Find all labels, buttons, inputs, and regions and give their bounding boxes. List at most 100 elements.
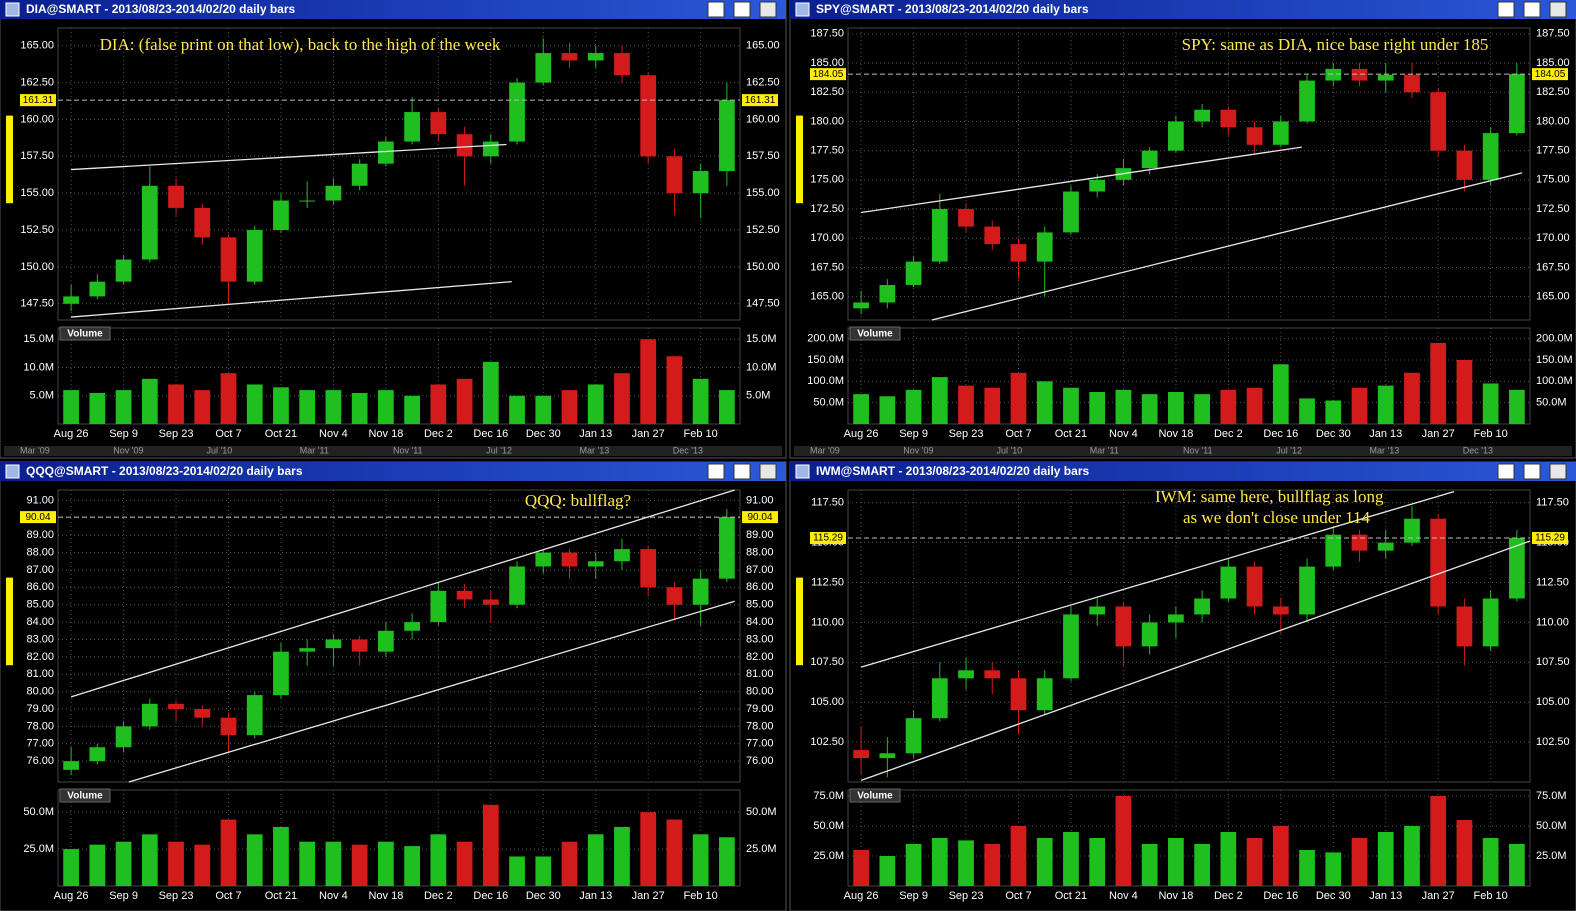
price-pane — [57, 489, 741, 783]
last-price-label: 90.04 — [25, 512, 50, 523]
x-tick-label: Sep 23 — [159, 890, 194, 902]
volume-bar — [853, 850, 869, 886]
candle-body — [404, 622, 420, 631]
candle-body — [456, 134, 473, 157]
volume-bar — [246, 384, 263, 424]
volume-bar — [194, 844, 211, 886]
last-price-tag — [810, 68, 846, 81]
navigator-label: Nov '09 — [113, 445, 143, 455]
volume-bar — [194, 390, 211, 424]
candle-body — [879, 753, 896, 759]
y-tick-label: 76.00 — [26, 755, 54, 767]
volume-bar — [141, 378, 158, 424]
y-tick-label: 79.00 — [26, 703, 54, 715]
trendline — [128, 600, 735, 783]
volume-tick-label: 25.0M — [1536, 850, 1567, 862]
candle-body — [1430, 92, 1447, 151]
volume-tick-label: 50.0M — [746, 806, 777, 818]
x-tick-label: Dec 2 — [1214, 428, 1243, 440]
x-tick-label: Aug 26 — [844, 890, 879, 902]
minimize-button[interactable] — [707, 1, 725, 18]
navigator[interactable] — [4, 446, 782, 456]
close-button[interactable] — [1549, 1, 1567, 18]
last-price-tag — [1532, 68, 1568, 81]
volume-bar — [640, 339, 657, 424]
minimize-button[interactable] — [707, 463, 725, 480]
maximize-button[interactable] — [1523, 463, 1541, 480]
candle-body — [1220, 566, 1237, 599]
x-tick-label: Feb 10 — [1474, 428, 1508, 440]
minimize-button[interactable] — [1497, 1, 1515, 18]
volume-bar — [984, 387, 1001, 424]
last-price-tag — [20, 511, 56, 524]
annotation: QQQ: bullflag? — [525, 491, 631, 510]
y-tick-label: 78.00 — [746, 720, 774, 732]
volume-bar — [273, 826, 289, 886]
volume-bar — [1220, 389, 1237, 424]
navigator-label: Mar '13 — [580, 445, 610, 455]
navigator[interactable] — [794, 446, 1572, 456]
y-tick-label: 85.00 — [746, 599, 774, 611]
last-price-label: 115.29 — [813, 533, 843, 544]
candle-body — [958, 209, 974, 227]
y-tick-label: 83.00 — [26, 633, 54, 645]
volume-tick-label: 5.0M — [746, 390, 770, 402]
last-price-label: 184.05 — [813, 69, 844, 80]
maximize-button[interactable] — [1523, 1, 1541, 18]
x-tick-label: Aug 26 — [54, 428, 89, 440]
x-tick-label: Aug 26 — [844, 428, 879, 440]
candle-body — [1141, 150, 1158, 169]
chart-window: IWM@SMART - 2013/08/23-2014/02/20 daily … — [789, 461, 1576, 911]
volume-bar — [1351, 387, 1368, 424]
volume-bar — [1220, 832, 1237, 886]
volume-bar — [1246, 387, 1263, 424]
price-pane — [57, 27, 741, 321]
volume-bar — [273, 387, 289, 424]
y-tick-label: 165.00 — [1536, 291, 1570, 303]
candle-body — [640, 549, 657, 588]
x-tick-label: Oct 7 — [1005, 428, 1031, 440]
volume-bar — [351, 392, 368, 424]
candle-body — [1430, 518, 1447, 607]
x-tick-label: Sep 23 — [949, 890, 984, 902]
y-tick-label: 185.00 — [1536, 57, 1570, 69]
last-price-label: 161.31 — [745, 95, 776, 106]
close-button[interactable] — [1549, 463, 1567, 480]
volume-bar — [1141, 394, 1158, 424]
x-tick-label: Dec 30 — [1316, 428, 1351, 440]
candle-body — [1115, 606, 1132, 647]
volume-bar — [1430, 342, 1447, 424]
maximize-button[interactable] — [733, 1, 751, 18]
close-button[interactable] — [759, 463, 777, 480]
volume-bar — [1168, 392, 1184, 424]
minimize-button[interactable] — [1497, 463, 1515, 480]
trendline — [860, 540, 1531, 782]
y-tick-label: 105.00 — [1536, 696, 1570, 708]
x-tick-label: Feb 10 — [684, 428, 718, 440]
volume-bar — [692, 378, 709, 424]
candle-body — [853, 750, 869, 759]
price-scale-handle — [6, 115, 13, 204]
volume-bar — [1168, 838, 1184, 886]
candle-body — [1351, 534, 1368, 551]
x-tick-label: Nov 18 — [1158, 890, 1193, 902]
candle-body — [168, 185, 184, 208]
y-tick-label: 80.00 — [746, 686, 774, 698]
maximize-button[interactable] — [733, 463, 751, 480]
y-tick-label: 160.00 — [746, 113, 780, 125]
window-title: DIA@SMART - 2013/08/23-2014/02/20 daily … — [26, 2, 295, 16]
candle-body — [1246, 566, 1263, 607]
volume-bar — [456, 378, 473, 424]
y-tick-label: 102.50 — [810, 736, 844, 748]
candle-body — [719, 100, 735, 172]
candle-body — [89, 281, 106, 297]
close-button[interactable] — [759, 1, 777, 18]
y-tick-label: 157.50 — [746, 150, 780, 162]
volume-bar — [931, 838, 948, 886]
volume-label: Volume — [857, 329, 893, 340]
candle-body — [692, 171, 709, 194]
x-tick-label: Sep 23 — [159, 428, 194, 440]
candle-body — [561, 552, 578, 567]
candle-body — [666, 587, 683, 605]
navigator-label: Mar '11 — [300, 445, 329, 455]
